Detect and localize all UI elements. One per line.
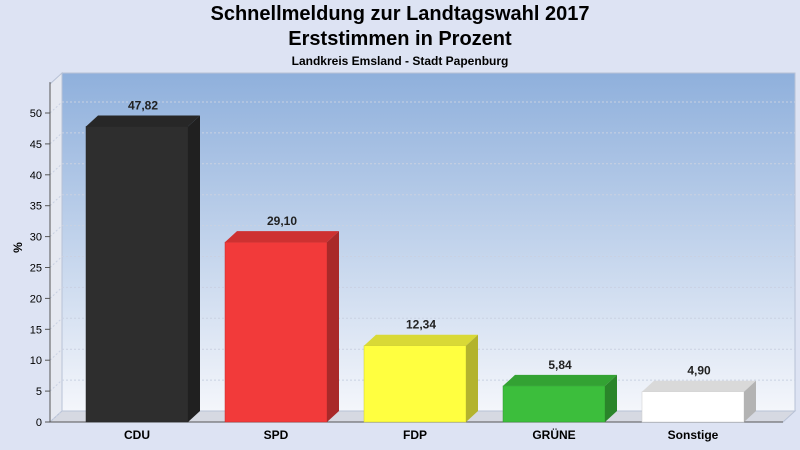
y-tick-label: 40 <box>30 170 42 182</box>
x-tick-label: SPD <box>264 428 289 442</box>
bar-front <box>641 391 745 423</box>
chart-region: Landkreis Emsland - Stadt Papenburg <box>291 54 509 68</box>
bar-top <box>364 334 478 346</box>
bar-top <box>642 380 756 392</box>
gridline-side <box>49 132 63 145</box>
data-label: 47,82 <box>128 98 158 112</box>
y-tick-label: 5 <box>36 386 42 398</box>
bar-side <box>327 231 339 422</box>
y-tick-label: 15 <box>30 324 42 336</box>
gridline-side <box>49 410 63 423</box>
y-tick-label: 30 <box>30 232 42 244</box>
gridline-side <box>49 256 63 268</box>
y-tick-label: 35 <box>30 201 42 213</box>
gridline-side <box>49 101 63 114</box>
gridline-side <box>49 348 63 361</box>
gridline-side <box>49 225 63 237</box>
data-label: 4,90 <box>687 364 711 378</box>
bar-side <box>744 380 756 422</box>
bar-top <box>86 115 200 127</box>
bar-top <box>503 374 617 386</box>
plot-left-wall <box>49 71 63 424</box>
bar-side <box>466 334 478 422</box>
bar-front <box>502 385 606 423</box>
x-tick-label: CDU <box>124 428 150 442</box>
bar-fdp <box>363 334 478 423</box>
gridline-side <box>49 287 63 299</box>
x-tick-label: GRÜNE <box>532 427 575 442</box>
chart-title: Schnellmeldung zur Landtagswahl 2017 <box>210 3 590 25</box>
bar-cdu <box>85 115 200 423</box>
data-label: 29,10 <box>267 214 297 228</box>
bar-sonstige <box>641 380 756 423</box>
x-tick-label: Sonstige <box>668 428 719 442</box>
gridline-side <box>49 163 63 176</box>
bar-grüne <box>502 374 617 423</box>
bar-top <box>225 231 339 243</box>
y-tick-label: 0 <box>36 417 42 429</box>
chart-subtitle: Erststimmen in Prozent <box>288 28 512 50</box>
y-tick-label: 20 <box>30 293 42 305</box>
y-tick-label: 50 <box>30 108 42 120</box>
bar-spd <box>224 231 339 423</box>
data-label: 5,84 <box>548 358 572 372</box>
bar-front <box>224 241 328 423</box>
bar-side <box>605 374 617 422</box>
gridline-side <box>49 317 63 330</box>
bar-front <box>85 126 189 423</box>
gridline-side <box>49 379 63 392</box>
y-tick-label: 25 <box>30 263 42 275</box>
bar-front <box>363 345 467 423</box>
y-tick-label: 45 <box>30 139 42 151</box>
y-axis-label: % <box>11 242 25 253</box>
bar-side <box>188 115 200 422</box>
data-label: 12,34 <box>406 318 436 332</box>
x-tick-label: FDP <box>403 428 427 442</box>
gridline-side <box>49 194 63 207</box>
y-tick-label: 10 <box>30 355 42 367</box>
